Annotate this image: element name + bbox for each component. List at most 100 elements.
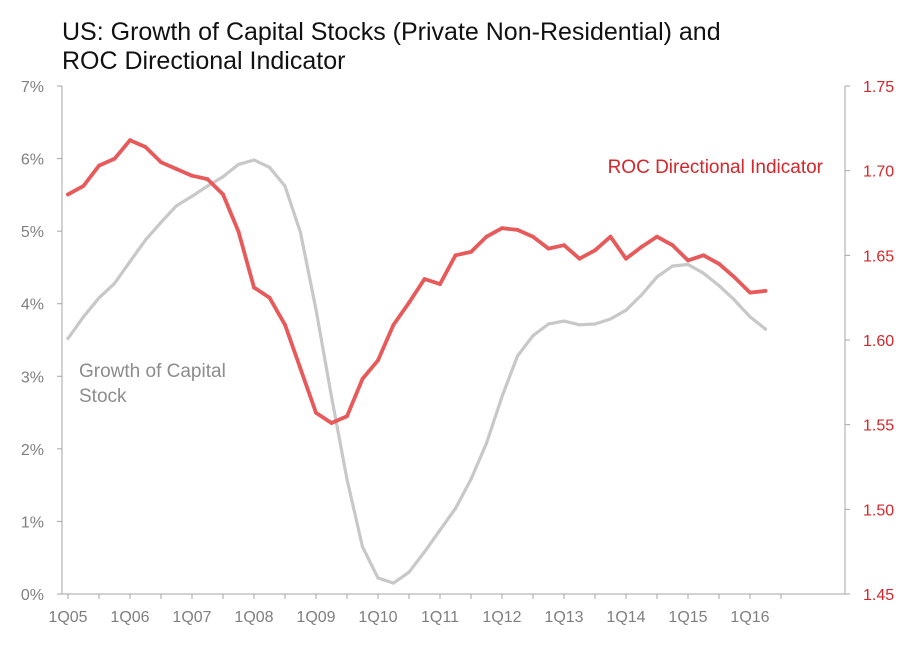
axes-group: 0% 1% 2% 3% 4% 5% 6% 7% 1.45 1.50 1.55 1.60 1.65 1.70… xyxy=(21,79,894,626)
data-point-roc-indicator xyxy=(112,156,117,161)
series-labels-group: Growth of Capital Stock ROC Directional In… xyxy=(79,157,824,407)
data-point-capital-stock xyxy=(283,184,287,188)
data-point-capital-stock xyxy=(655,275,659,279)
y-left-tick-label: 1% xyxy=(21,514,44,531)
y-left-tick-label: 3% xyxy=(21,369,44,386)
x-tick-label: 1Q05 xyxy=(48,609,87,626)
data-point-capital-stock xyxy=(717,284,721,288)
data-point-roc-indicator xyxy=(267,295,272,300)
data-point-capital-stock xyxy=(391,581,396,585)
data-point-capital-stock xyxy=(345,477,349,481)
data-point-roc-indicator xyxy=(608,234,613,239)
data-point-capital-stock xyxy=(314,307,318,312)
x-tick-label: 1Q09 xyxy=(296,609,335,626)
data-point-capital-stock xyxy=(546,322,551,326)
data-point-capital-stock xyxy=(531,334,535,338)
data-point-roc-indicator xyxy=(422,277,427,281)
series-line-capital-stock xyxy=(66,158,768,585)
data-point-roc-indicator xyxy=(686,258,690,263)
data-point-roc-indicator xyxy=(190,173,194,178)
data-point-roc-indicator xyxy=(763,289,768,293)
x-tick-label: 1Q14 xyxy=(606,609,645,626)
data-point-roc-indicator xyxy=(531,234,535,239)
series-line-roc-indicator xyxy=(66,138,768,425)
data-point-capital-stock xyxy=(438,528,442,532)
data-point-capital-stock xyxy=(500,395,504,399)
data-point-roc-indicator xyxy=(329,421,334,425)
data-point-roc-indicator xyxy=(577,256,582,261)
series-label-capital-stock: Stock xyxy=(79,386,127,407)
data-point-capital-stock xyxy=(174,204,179,208)
data-point-capital-stock xyxy=(252,158,256,162)
data-point-capital-stock xyxy=(608,317,613,321)
data-point-roc-indicator xyxy=(748,290,752,295)
data-point-capital-stock xyxy=(577,323,582,327)
x-tick-label: 1Q10 xyxy=(358,609,397,626)
data-point-roc-indicator xyxy=(407,300,411,305)
data-point-capital-stock xyxy=(593,322,597,326)
y-right-tick-label: 1.70 xyxy=(863,164,894,181)
data-point-roc-indicator xyxy=(732,275,737,280)
data-point-capital-stock xyxy=(763,327,768,331)
data-point-roc-indicator xyxy=(670,243,675,248)
data-point-capital-stock xyxy=(267,165,272,169)
data-point-capital-stock xyxy=(469,477,473,481)
data-point-capital-stock xyxy=(639,293,644,297)
y-left-tick-label: 0% xyxy=(21,587,44,604)
data-point-roc-indicator xyxy=(252,285,256,290)
data-point-roc-indicator xyxy=(236,229,241,234)
data-point-roc-indicator xyxy=(66,192,70,197)
y-left-tick-label: 7% xyxy=(21,79,44,96)
data-point-capital-stock xyxy=(221,175,225,179)
data-point-roc-indicator xyxy=(376,358,380,363)
x-tick-label: 1Q07 xyxy=(172,609,211,626)
y-right-tick-label: 1.45 xyxy=(863,587,894,604)
data-point-roc-indicator xyxy=(484,234,489,239)
data-point-capital-stock xyxy=(624,308,628,312)
data-point-capital-stock xyxy=(484,441,489,445)
data-point-capital-stock xyxy=(422,550,427,554)
data-point-roc-indicator xyxy=(283,322,287,327)
data-point-roc-indicator xyxy=(624,256,628,261)
data-point-capital-stock xyxy=(81,315,86,319)
data-point-capital-stock xyxy=(732,298,737,302)
data-point-capital-stock xyxy=(112,281,117,285)
y-right-tick-label: 1.60 xyxy=(863,333,894,350)
data-point-roc-indicator xyxy=(314,410,318,415)
series-group xyxy=(66,138,768,585)
data-point-capital-stock xyxy=(205,184,210,188)
y-right-tick-label: 1.55 xyxy=(863,418,894,435)
data-point-capital-stock xyxy=(748,315,752,319)
data-point-capital-stock xyxy=(407,570,411,574)
data-point-capital-stock xyxy=(143,238,148,242)
data-point-roc-indicator xyxy=(97,163,101,168)
data-point-roc-indicator xyxy=(159,160,163,165)
x-tick-label: 1Q11 xyxy=(421,609,459,626)
y-left-tick-label: 4% xyxy=(21,297,44,314)
chart-title-line-1: US: Growth of Capital Stocks (Private No… xyxy=(62,18,721,46)
data-point-capital-stock xyxy=(236,162,241,166)
data-point-roc-indicator xyxy=(205,177,210,182)
x-tick-label: 1Q13 xyxy=(544,609,583,626)
data-point-roc-indicator xyxy=(345,414,349,419)
data-point-roc-indicator xyxy=(655,234,659,239)
data-point-roc-indicator xyxy=(298,366,303,371)
data-point-roc-indicator xyxy=(221,192,225,197)
data-point-roc-indicator xyxy=(562,243,566,248)
data-point-capital-stock xyxy=(128,260,132,264)
y-left-tick-label: 5% xyxy=(21,224,44,241)
data-point-roc-indicator xyxy=(453,253,458,258)
y-left-tick-label: 6% xyxy=(21,152,44,169)
data-point-roc-indicator xyxy=(717,261,721,266)
data-point-capital-stock xyxy=(97,296,101,300)
data-point-roc-indicator xyxy=(174,167,179,171)
chart-title-line-2: ROC Directional Indicator xyxy=(62,47,346,75)
x-tick-label: 1Q06 xyxy=(110,609,149,626)
data-point-roc-indicator xyxy=(438,282,442,286)
data-point-roc-indicator xyxy=(469,250,473,254)
data-point-roc-indicator xyxy=(143,145,148,149)
x-tick-label: 1Q12 xyxy=(482,609,521,626)
y-left-tick-label: 2% xyxy=(21,442,44,459)
data-point-capital-stock xyxy=(515,354,520,358)
